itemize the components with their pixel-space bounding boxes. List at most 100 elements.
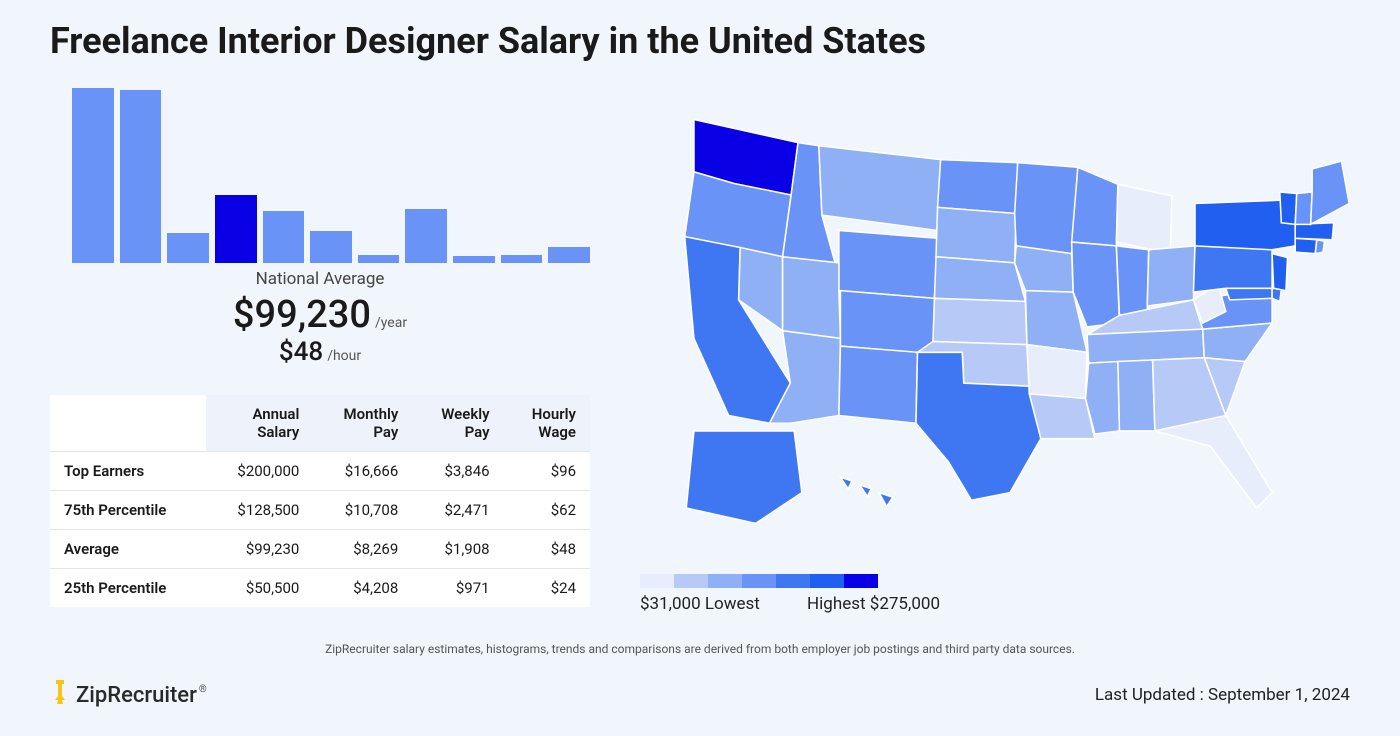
legend-labels: $31,000 Lowest Highest $275,000 (640, 594, 940, 614)
state-oh (1147, 246, 1195, 306)
state-nh (1295, 192, 1312, 224)
table-cell: 75th Percentile (50, 491, 206, 530)
state-nj (1272, 254, 1287, 291)
state-fl (1155, 416, 1272, 509)
state-wi (1072, 167, 1118, 246)
state-mn (1015, 163, 1078, 254)
map-legend: $31,000 Lowest Highest $275,000 (640, 574, 1380, 614)
state-mi (1116, 184, 1172, 253)
table-cell: Average (50, 530, 206, 569)
state-co (840, 291, 934, 354)
table-cell: $16,666 (313, 452, 412, 491)
histogram-bar (453, 256, 495, 263)
table-cell: $10,708 (313, 491, 412, 530)
table-row: 25th Percentile$50,500$4,208$971$24 (50, 569, 590, 608)
table-cell: $96 (504, 452, 590, 491)
brand-name: ZipRecruiter (76, 683, 197, 708)
legend-swatch (810, 574, 844, 588)
disclaimer-text: ZipRecruiter salary estimates, histogram… (50, 642, 1350, 656)
national-average-hour-value: $48 (279, 337, 323, 367)
national-average-label: National Average (50, 269, 590, 289)
legend-swatch (742, 574, 776, 588)
histogram-bar (167, 233, 209, 263)
state-la (1029, 394, 1095, 439)
left-column: National Average $99,230 /year $48 /hour… (50, 88, 590, 614)
main-grid: National Average $99,230 /year $48 /hour… (50, 88, 1350, 614)
histogram-bar (405, 209, 447, 263)
salary-table: AnnualSalaryMonthlyPayWeeklyPayHourlyWag… (50, 395, 590, 607)
table-row: Average$99,230$8,269$1,908$48 (50, 530, 590, 569)
histogram-bar (120, 90, 162, 263)
state-mt (819, 146, 941, 231)
state-wy (839, 231, 938, 299)
table-row: Top Earners$200,000$16,666$3,846$96 (50, 452, 590, 491)
national-average-year-value: $99,230 (233, 293, 371, 337)
legend-swatch (844, 574, 878, 588)
state-in (1116, 246, 1148, 315)
legend-swatches (640, 574, 878, 588)
table-cell: $200,000 (206, 452, 314, 491)
state-ia (1015, 246, 1074, 292)
state-nm (839, 346, 918, 423)
legend-high-label: Highest $275,000 (807, 594, 940, 614)
table-cell: $3,846 (412, 452, 503, 491)
histogram-bar (72, 88, 114, 263)
state-hi (840, 477, 892, 506)
national-average-year-suffix: /year (375, 315, 407, 331)
state-ma (1295, 223, 1334, 240)
table-header: AnnualSalary (206, 395, 314, 452)
table-cell: $48 (504, 530, 590, 569)
national-average-hour: $48 /hour (50, 337, 590, 367)
histogram-bar (310, 231, 352, 263)
histogram-bar (215, 195, 257, 263)
table-cell: $2,471 (412, 491, 503, 530)
national-average-hour-suffix: /hour (327, 348, 361, 364)
state-ut (783, 257, 841, 339)
table-cell: $99,230 (206, 530, 314, 569)
table-header: HourlyWage (504, 395, 590, 452)
state-ak (686, 431, 802, 523)
legend-swatch (776, 574, 810, 588)
footer: ZipRecruiter ® Last Updated : September … (50, 680, 1350, 710)
salary-histogram (72, 88, 590, 263)
histogram-bar (358, 255, 400, 263)
state-ar (1027, 345, 1087, 399)
registered-icon: ® (199, 684, 207, 695)
national-average-block: National Average $99,230 /year $48 /hour (50, 269, 590, 367)
last-updated: Last Updated : September 1, 2024 (1095, 685, 1350, 705)
state-al (1118, 360, 1155, 431)
state-vt (1280, 192, 1297, 224)
legend-swatch (674, 574, 708, 588)
table-cell: $50,500 (206, 569, 314, 608)
table-cell: 25th Percentile (50, 569, 206, 608)
histogram-bar (501, 255, 543, 263)
state-nd (938, 160, 1018, 214)
us-map (640, 88, 1380, 558)
state-ct (1295, 238, 1317, 253)
table-header: MonthlyPay (313, 395, 412, 452)
table-cell: $8,269 (313, 530, 412, 569)
ziprecruiter-logo: ZipRecruiter ® (50, 680, 207, 710)
table-cell: $4,208 (313, 569, 412, 608)
table-row: 75th Percentile$128,500$10,708$2,471$62 (50, 491, 590, 530)
national-average-year: $99,230 /year (50, 293, 590, 337)
legend-low-label: $31,000 Lowest (640, 594, 760, 614)
table-cell: $971 (412, 569, 503, 608)
state-sd (936, 207, 1016, 263)
state-ne (934, 257, 1025, 302)
table-cell: Top Earners (50, 452, 206, 491)
state-me (1311, 161, 1350, 224)
histogram-bar (548, 247, 590, 263)
histogram-bar (263, 211, 305, 263)
state-ks (933, 298, 1027, 344)
legend-swatch (640, 574, 674, 588)
legend-swatch (708, 574, 742, 588)
page-title: Freelance Interior Designer Salary in th… (50, 20, 1350, 62)
table-cell: $24 (504, 569, 590, 608)
state-ri (1315, 240, 1324, 254)
table-header: WeeklyPay (412, 395, 503, 452)
pin-icon (50, 680, 70, 710)
table-header (50, 395, 206, 452)
right-column: $31,000 Lowest Highest $275,000 (640, 88, 1380, 614)
table-cell: $128,500 (206, 491, 314, 530)
